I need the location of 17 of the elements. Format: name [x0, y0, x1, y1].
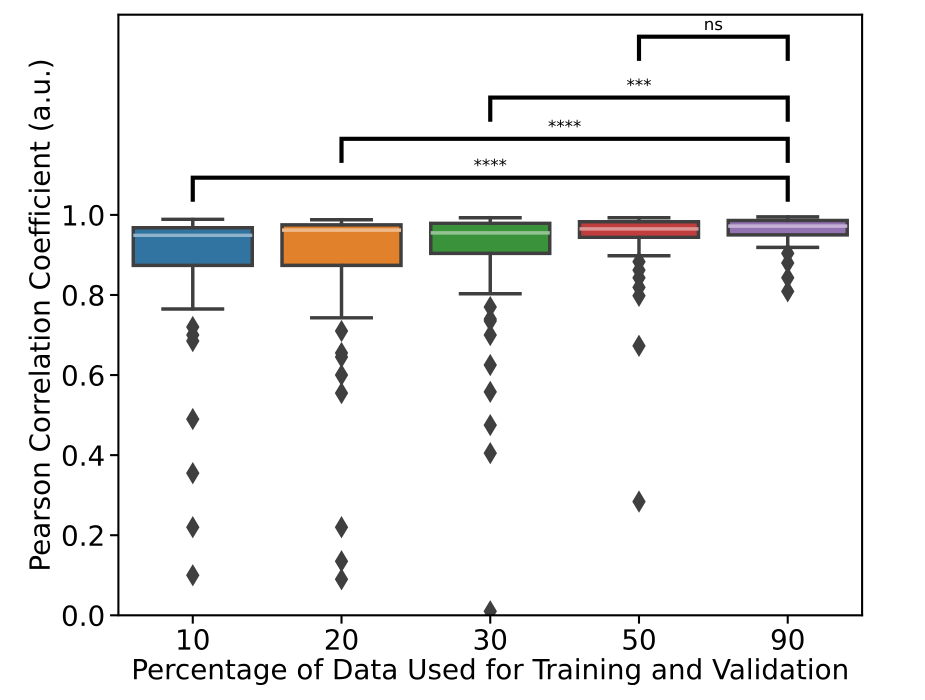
x-axis-title: Percentage of Data Used for Training and Validation — [134, 658, 847, 686]
annotation: **** — [548, 120, 581, 128]
y-tick-label: 0.0 — [62, 605, 104, 626]
y-tick-label: 0.4 — [62, 445, 104, 466]
x-tick-label: 10 — [178, 628, 209, 650]
annotation: **** — [474, 158, 506, 166]
annotation: ns — [705, 20, 722, 30]
y-tick-label: 0.8 — [62, 284, 104, 306]
y-axis-title: Pearson Correlation Coefficient (a.u.) — [28, 60, 54, 569]
x-tick-label: 20 — [326, 628, 358, 650]
y-tick-label: 0.6 — [62, 364, 104, 386]
y-tick-label: 0.2 — [62, 525, 102, 546]
y-tick-label: 1.0 — [64, 204, 104, 226]
x-tick-label: 30 — [474, 628, 506, 650]
annotation: *** — [626, 78, 651, 86]
x-tick-label: 90 — [772, 628, 804, 650]
x-tick-label: 50 — [623, 628, 655, 650]
